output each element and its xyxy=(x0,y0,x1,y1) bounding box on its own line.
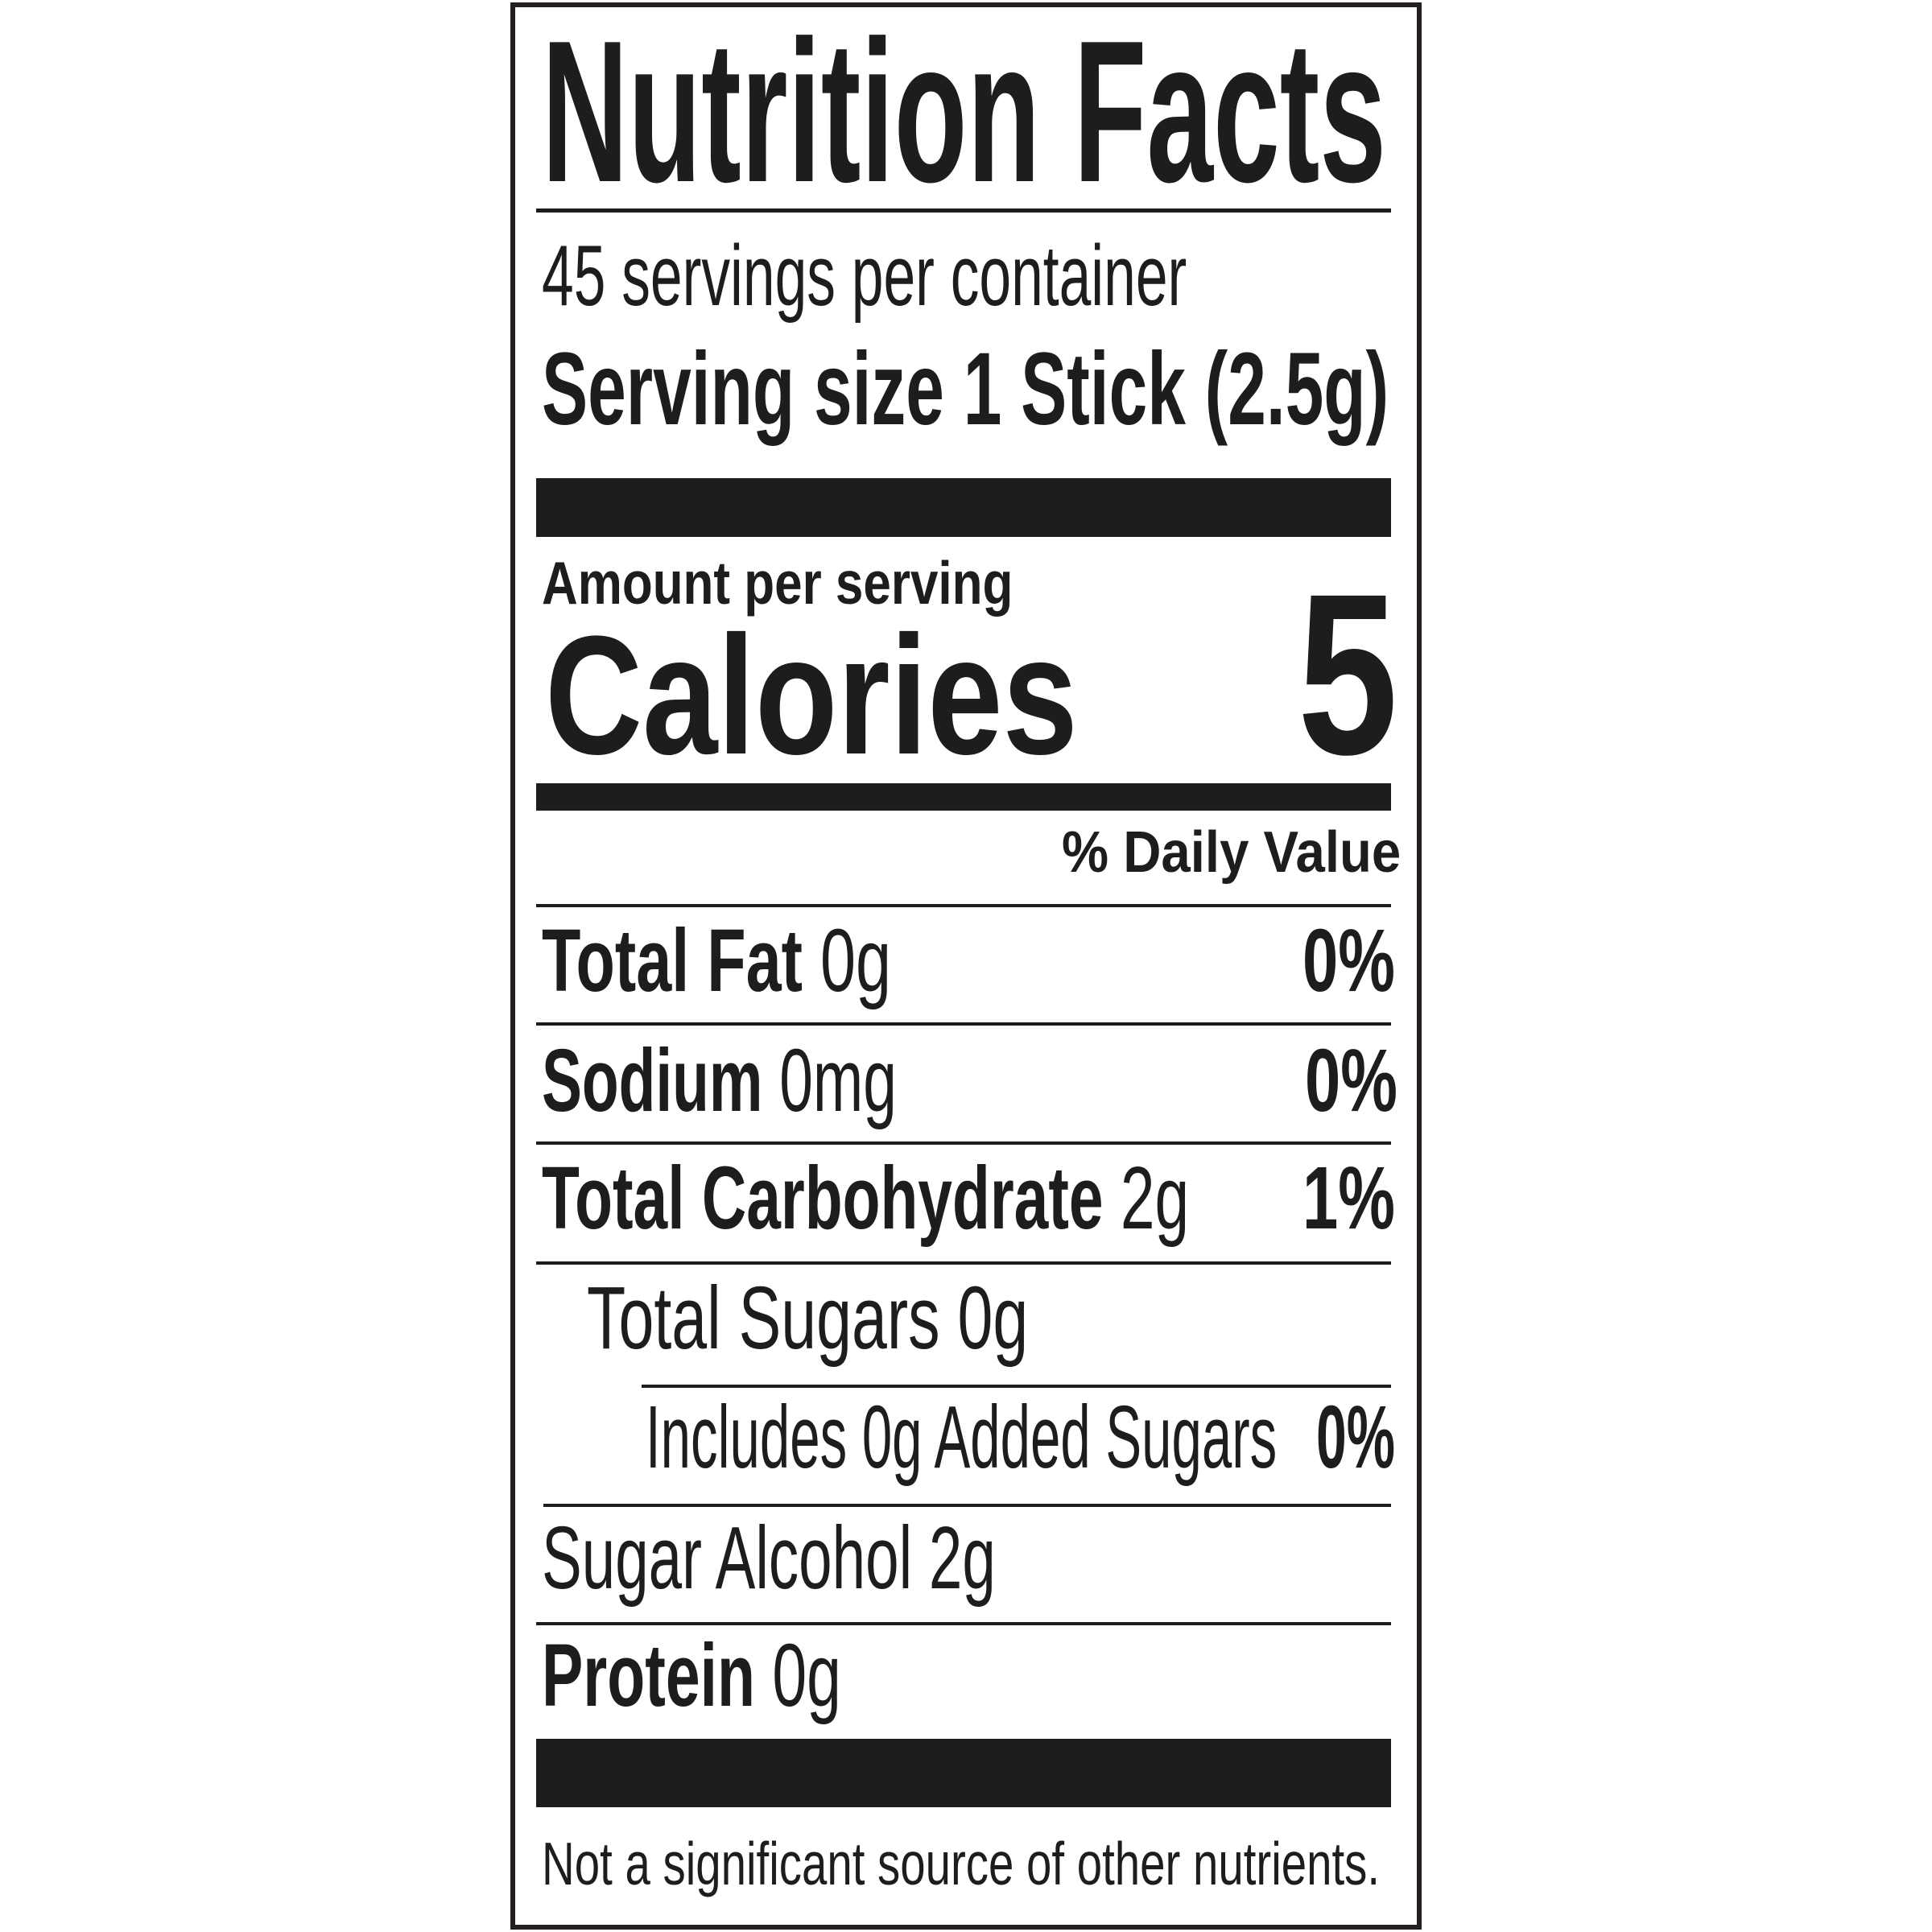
nutrient-amount: 2g xyxy=(1120,1149,1190,1248)
nutrient-total-sugars: Total Sugars 0g xyxy=(587,1269,1029,1368)
divider xyxy=(536,208,1391,213)
nutrient-dv: 1% xyxy=(1302,1149,1395,1248)
nutrient-name: Total Fat xyxy=(542,911,803,1010)
divider xyxy=(536,904,1391,907)
daily-value-header: % Daily Value xyxy=(1061,820,1401,885)
nutrient-sodium: Sodium 0mg xyxy=(542,1037,897,1125)
thick-bar xyxy=(536,1739,1391,1807)
nutrient-protein: Protein 0g xyxy=(542,1632,841,1720)
amount-per-serving: Amount per serving xyxy=(542,549,1013,617)
nutrient-added-sugars: Includes 0g Added Sugars xyxy=(646,1388,1278,1487)
divider xyxy=(536,1622,1391,1625)
nutrient-amount: 0g xyxy=(819,911,892,1010)
thick-bar xyxy=(536,478,1391,537)
nutrient-total-fat: Total Fat 0g xyxy=(542,917,891,1005)
serving-size: Serving size 1 Stick (2.5g) xyxy=(542,332,1389,447)
title: Nutrition Facts xyxy=(542,0,1386,225)
nutrient-dv: 0% xyxy=(1316,1388,1395,1487)
nutrient-amount: 0mg xyxy=(779,1031,897,1130)
calories-label: Calories xyxy=(545,601,1078,790)
calories-value: 5 xyxy=(1298,547,1398,803)
divider xyxy=(642,1385,1391,1388)
nutrient-amount: 0g xyxy=(772,1626,841,1725)
footnote: Not a significant source of other nutrie… xyxy=(542,1830,1381,1897)
nutrient-dv: 0% xyxy=(1305,1031,1397,1130)
nutrient-sugar-alcohol: Sugar Alcohol 2g xyxy=(542,1509,996,1608)
divider xyxy=(536,1141,1391,1145)
servings-per-container: 45 servings per container xyxy=(542,227,1187,324)
divider xyxy=(543,1504,1391,1507)
nutrient-total-carbohydrate: Total Carbohydrate 2g xyxy=(542,1154,1189,1243)
nutrient-name: Total Carbohydrate xyxy=(542,1149,1104,1248)
divider xyxy=(536,1022,1391,1026)
medium-bar xyxy=(536,783,1391,811)
nutrient-dv: 0% xyxy=(1302,911,1395,1010)
divider xyxy=(536,1261,1391,1265)
nutrition-facts-panel xyxy=(510,2,1422,1930)
nutrient-name: Sodium xyxy=(542,1031,763,1130)
nutrient-name: Protein xyxy=(542,1626,755,1725)
